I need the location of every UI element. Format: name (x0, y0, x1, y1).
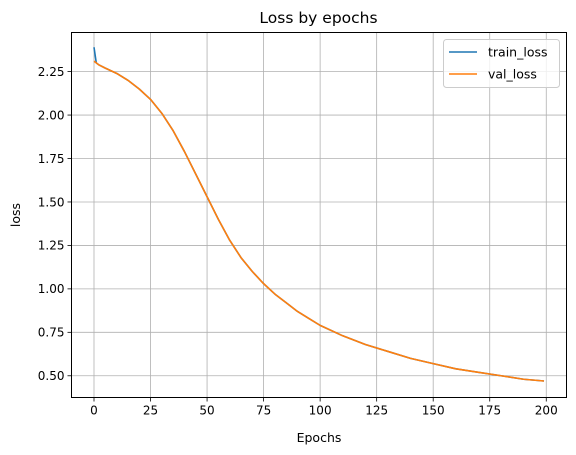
y-tick-label: 1.50 (38, 195, 65, 209)
y-tick-label: 1.00 (38, 282, 65, 296)
legend-label-val-loss: val_loss (488, 67, 537, 82)
x-tick-label: 0 (90, 404, 98, 418)
y-axis-label: loss (8, 203, 23, 227)
x-tick-label: 50 (199, 404, 214, 418)
x-tick-label: 75 (256, 404, 271, 418)
legend-label-train-loss: train_loss (488, 45, 548, 60)
y-tick-label: 2.00 (38, 108, 65, 122)
y-tick-label: 0.75 (38, 326, 65, 340)
x-tick-label: 25 (143, 404, 158, 418)
y-tick-label: 0.50 (38, 369, 65, 383)
grid (71, 32, 567, 398)
series-lines (93, 47, 545, 382)
x-tick-label: 125 (365, 404, 388, 418)
x-tick-label: 150 (422, 404, 445, 418)
chart-title: Loss by epochs (259, 9, 377, 27)
x-axis-ticks: 0 25 50 75 100 125 150 175 200 (90, 397, 558, 418)
x-axis-label: Epochs (297, 430, 342, 445)
x-tick-label: 200 (535, 404, 558, 418)
y-tick-label: 2.25 (38, 65, 65, 79)
plot-frame (71, 32, 567, 398)
y-tick-label: 1.25 (38, 239, 65, 253)
series-line-train-loss (93, 47, 545, 382)
x-tick-label: 175 (478, 404, 501, 418)
y-axis-ticks: 0.50 0.75 1.00 1.25 1.50 1.75 2.00 2.25 (38, 65, 72, 383)
legend: train_loss val_loss (443, 39, 560, 88)
x-tick-label: 100 (309, 404, 332, 418)
y-tick-label: 1.75 (38, 152, 65, 166)
series-line-val-loss (93, 60, 545, 382)
